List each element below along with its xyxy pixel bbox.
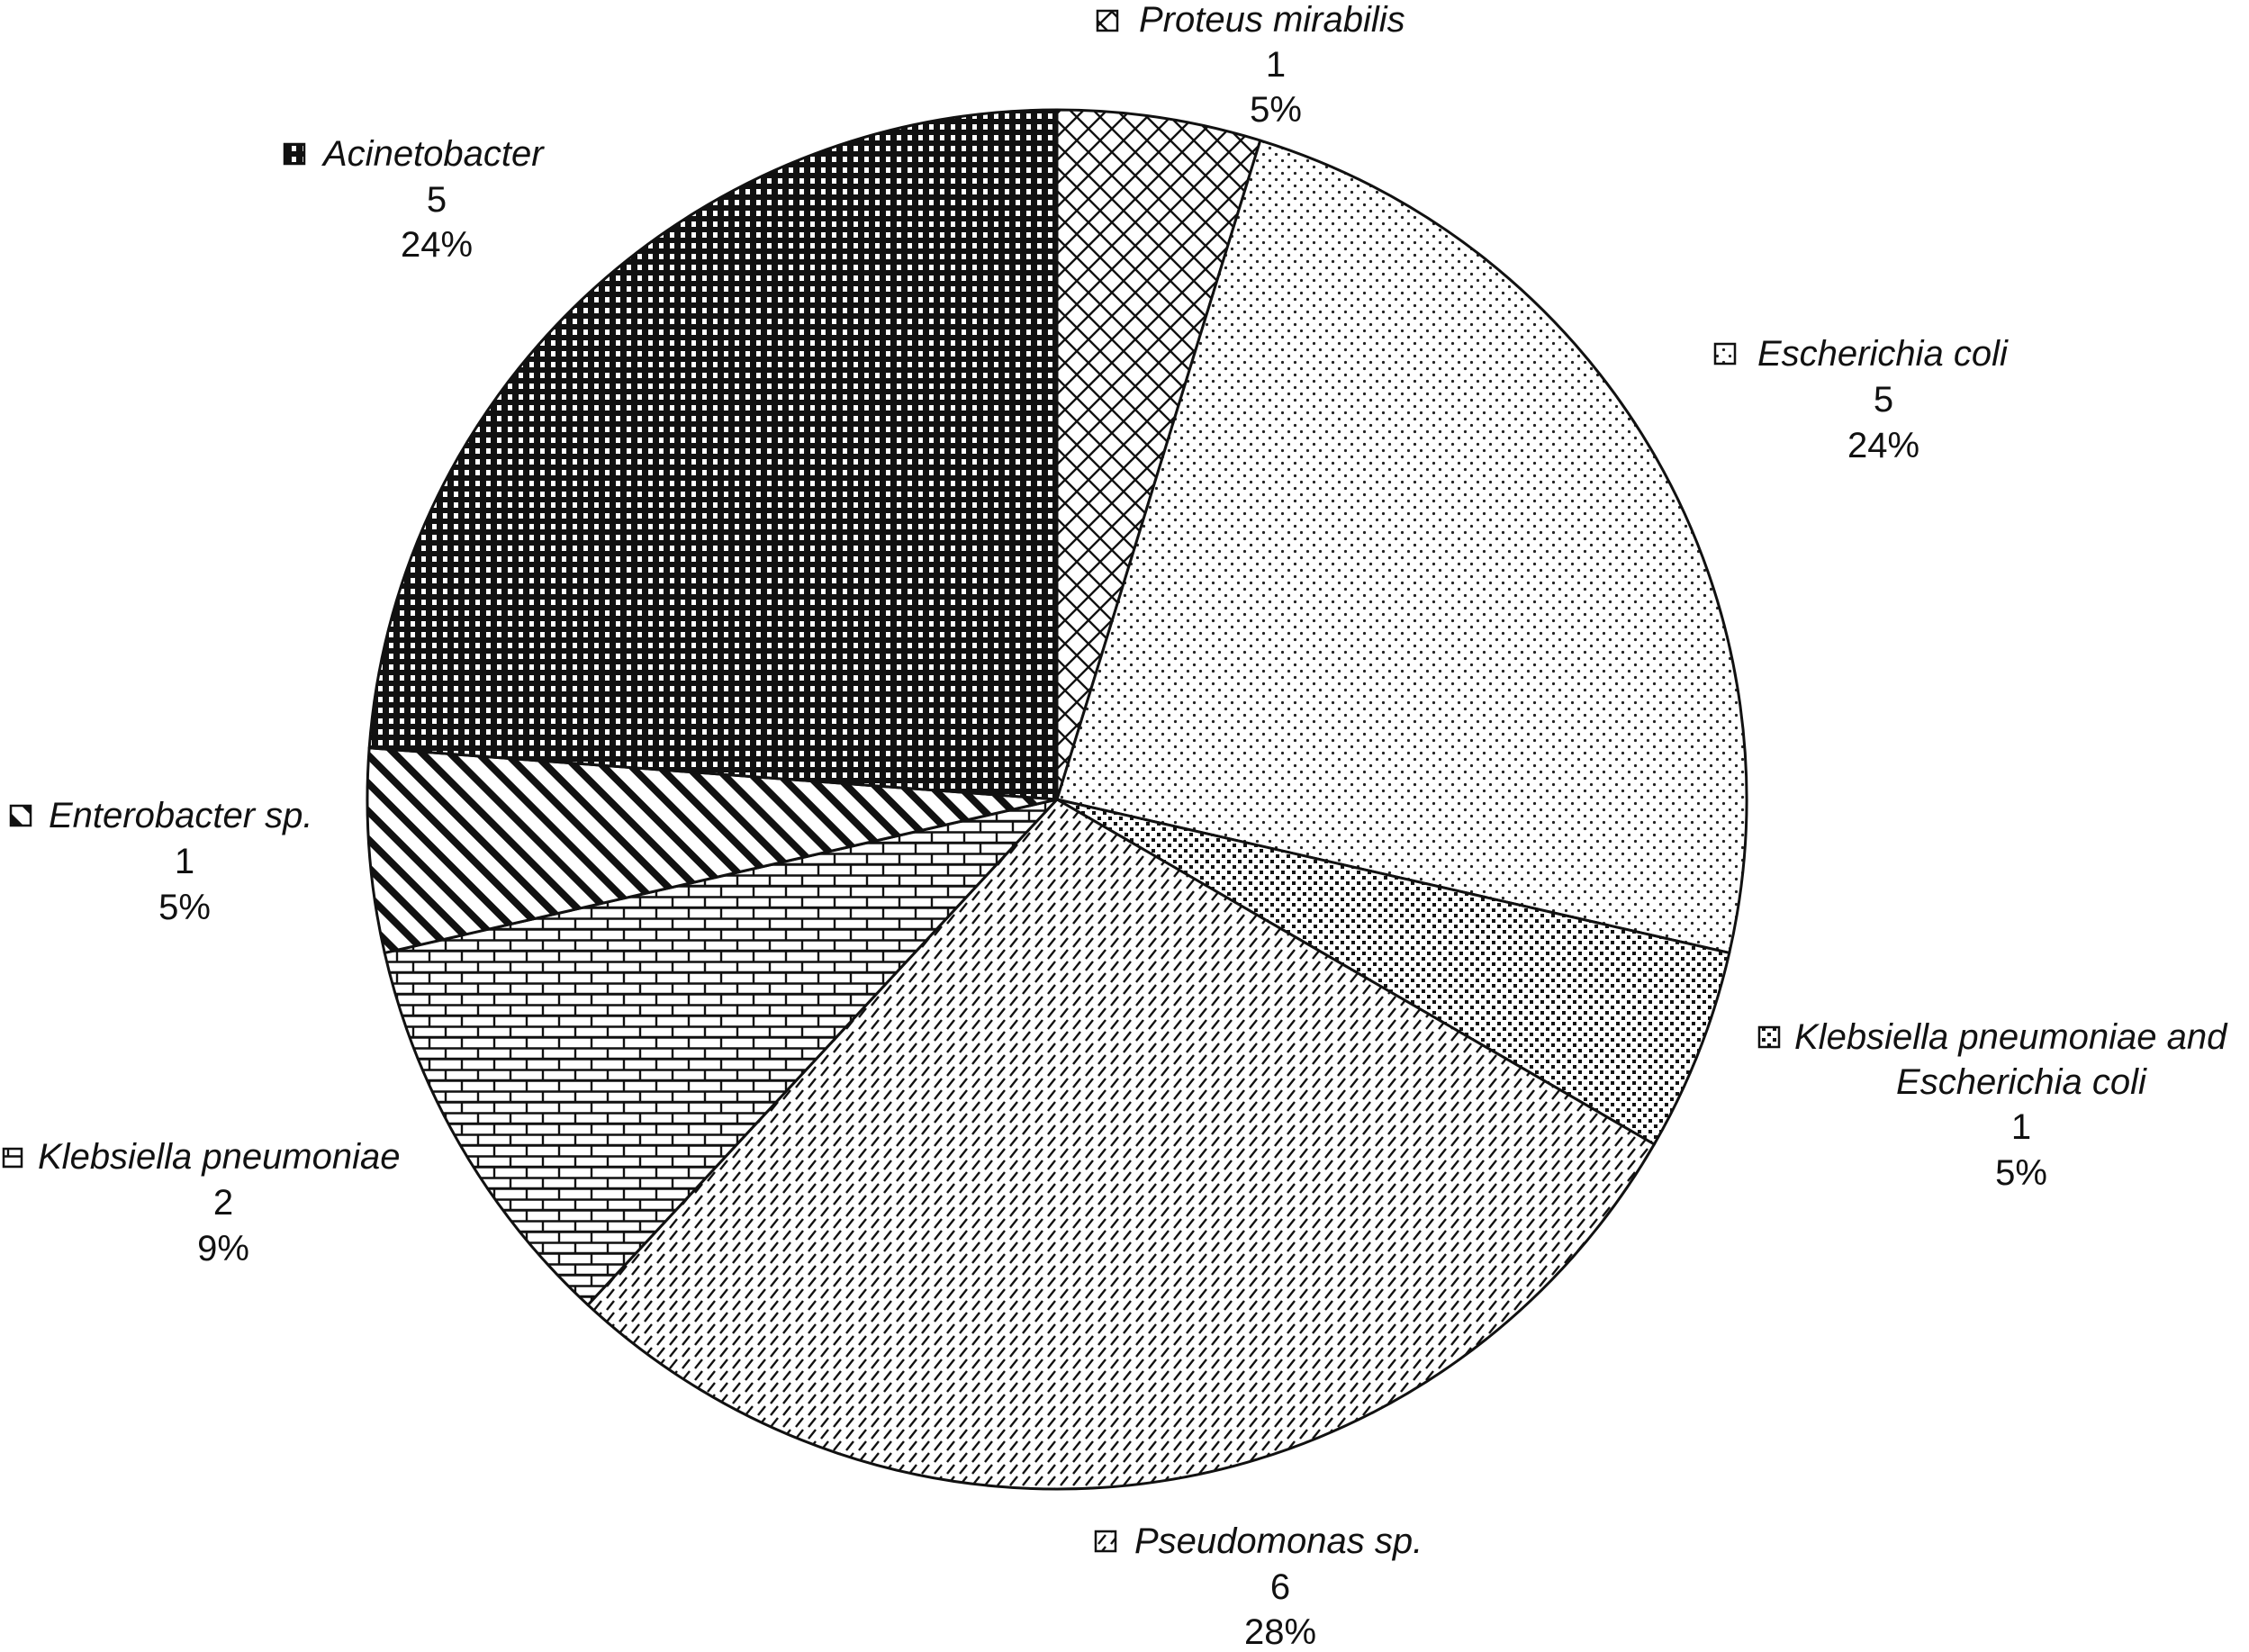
slice-name: Proteus mirabilis — [1139, 0, 1405, 40]
legend-swatch-pseudomonas — [1094, 1530, 1117, 1553]
slice-percent: 5% — [1250, 90, 1302, 130]
slice-label-klebsiella-pneumoniae: Klebsiella pneumoniae 2 9% — [2, 1137, 401, 1268]
pie-slice-acinetobacter — [367, 108, 1059, 801]
slice-name: Klebsiella pneumoniae — [38, 1137, 401, 1177]
slice-name: Acinetobacter — [321, 134, 545, 174]
legend-swatch-enterobacter — [9, 804, 32, 827]
slice-count: 6 — [1270, 1567, 1290, 1607]
slice-count: 5 — [1874, 380, 1893, 420]
slice-count: 1 — [2011, 1107, 2031, 1147]
legend-swatch-acinetobacter — [283, 142, 306, 166]
legend-swatch-escherichia-coli — [1713, 342, 1737, 366]
slice-count: 1 — [1266, 45, 1286, 85]
pie-slice-enterobacter-sp — [366, 746, 1059, 954]
slice-count: 5 — [427, 180, 447, 220]
slice-name: Pseudomonas sp. — [1134, 1521, 1423, 1561]
slice-label-pseudomonas: Pseudomonas sp. 6 28% — [1094, 1521, 1423, 1652]
slice-label-enterobacter: Enterobacter sp. 1 5% — [9, 796, 313, 927]
pie-slice-klebsiella-pneumoniae — [383, 798, 1059, 1307]
slice-percent: 28% — [1244, 1612, 1316, 1652]
slice-name: Enterobacter sp. — [49, 796, 313, 835]
slice-label-klebsiella-and-escherichia: Klebsiella pneumoniae and Escherichia co… — [1757, 1017, 2228, 1193]
slice-name-line-1: Klebsiella pneumoniae and — [1794, 1017, 2228, 1057]
pie-slice-escherichia-coli — [1055, 139, 1748, 954]
legend-swatch-klebsiella-pneumoniae — [2, 1147, 23, 1169]
slice-percent: 5% — [1995, 1153, 2047, 1193]
pie-slice-pseudomonas-sp — [586, 798, 1656, 1491]
slice-label-acinetobacter: Acinetobacter 5 24% — [283, 134, 545, 265]
slice-label-escherichia-coli: Escherichia coli 5 24% — [1713, 334, 2009, 465]
slice-name-line-2: Escherichia coli — [1896, 1062, 2147, 1102]
slice-label-proteus-mirabilis: Proteus mirabilis 1 5% — [1096, 0, 1405, 130]
slice-name: Escherichia coli — [1757, 334, 2009, 374]
pie-slices — [366, 108, 1748, 1491]
pie-slice-klebsiella-pneumoniae-and-escherichia-coli — [1055, 798, 1731, 1146]
legend-swatch-proteus-mirabilis — [1096, 9, 1119, 32]
slice-percent: 9% — [197, 1229, 249, 1268]
slice-count: 1 — [175, 842, 194, 881]
slice-percent: 5% — [158, 888, 211, 927]
slice-percent: 24% — [1847, 426, 1919, 465]
slice-count: 2 — [213, 1183, 233, 1223]
slice-percent: 24% — [401, 225, 473, 265]
pie-slice-proteus-mirabilis — [1055, 108, 1262, 801]
legend-swatch-klebsiella-and-escherichia — [1757, 1025, 1781, 1049]
